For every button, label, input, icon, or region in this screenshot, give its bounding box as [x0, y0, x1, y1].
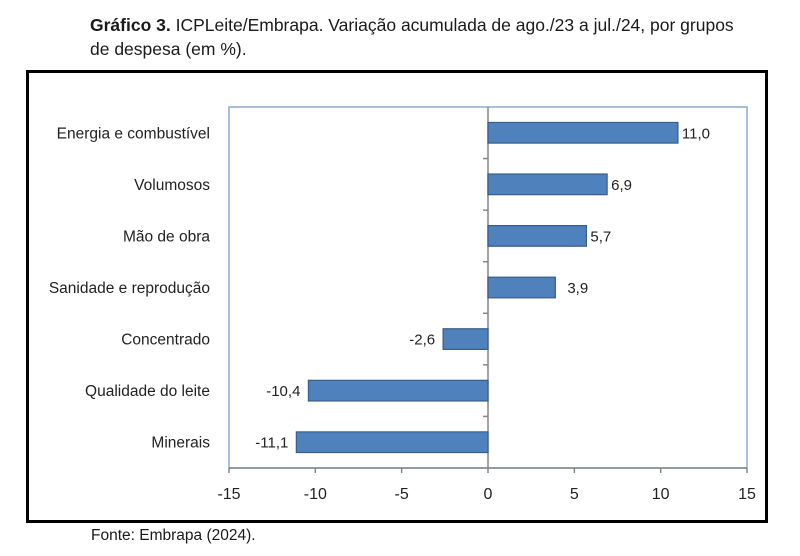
x-tick-label: 15: [738, 486, 756, 503]
x-tick-label: 0: [484, 486, 493, 503]
bar: [487, 225, 588, 247]
data-label: 3,9: [567, 280, 588, 297]
bar: [307, 379, 489, 402]
data-label: 5,7: [590, 228, 611, 245]
data-label: -11,1: [255, 435, 288, 452]
bar: [442, 328, 489, 350]
category-label: Volumosos: [134, 177, 210, 194]
category-label: Minerais: [151, 435, 210, 452]
category-label: Concentrado: [121, 332, 210, 349]
x-tick-label: 5: [570, 486, 579, 503]
bar: [487, 173, 608, 196]
caption-label: Gráfico 3.: [90, 15, 171, 35]
caption-text: ICPLeite/Embrapa. Variação acumulada de …: [90, 15, 734, 59]
x-tick-label: 10: [652, 486, 670, 503]
category-label: Mão de obra: [123, 228, 210, 245]
category-label: Sanidade e reprodução: [49, 280, 210, 297]
source-note: Fonte: Embrapa (2024).: [91, 527, 256, 544]
data-label: -10,4: [266, 383, 300, 400]
chart-frame: [26, 70, 768, 523]
bar: [487, 276, 556, 299]
x-tick-label: -5: [395, 486, 409, 503]
category-label: Qualidade do leite: [85, 383, 210, 400]
category-label: Energia e combustível: [57, 125, 210, 142]
data-label: 11,0: [682, 125, 710, 142]
x-tick-label: -15: [217, 486, 240, 503]
bar: [295, 431, 489, 454]
bar: [487, 121, 679, 144]
figure-caption: Gráfico 3. ICPLeite/Embrapa. Variação ac…: [90, 13, 750, 61]
data-label: -2,6: [409, 332, 435, 349]
x-tick-label: -10: [304, 486, 327, 503]
data-label: 6,9: [611, 177, 632, 194]
